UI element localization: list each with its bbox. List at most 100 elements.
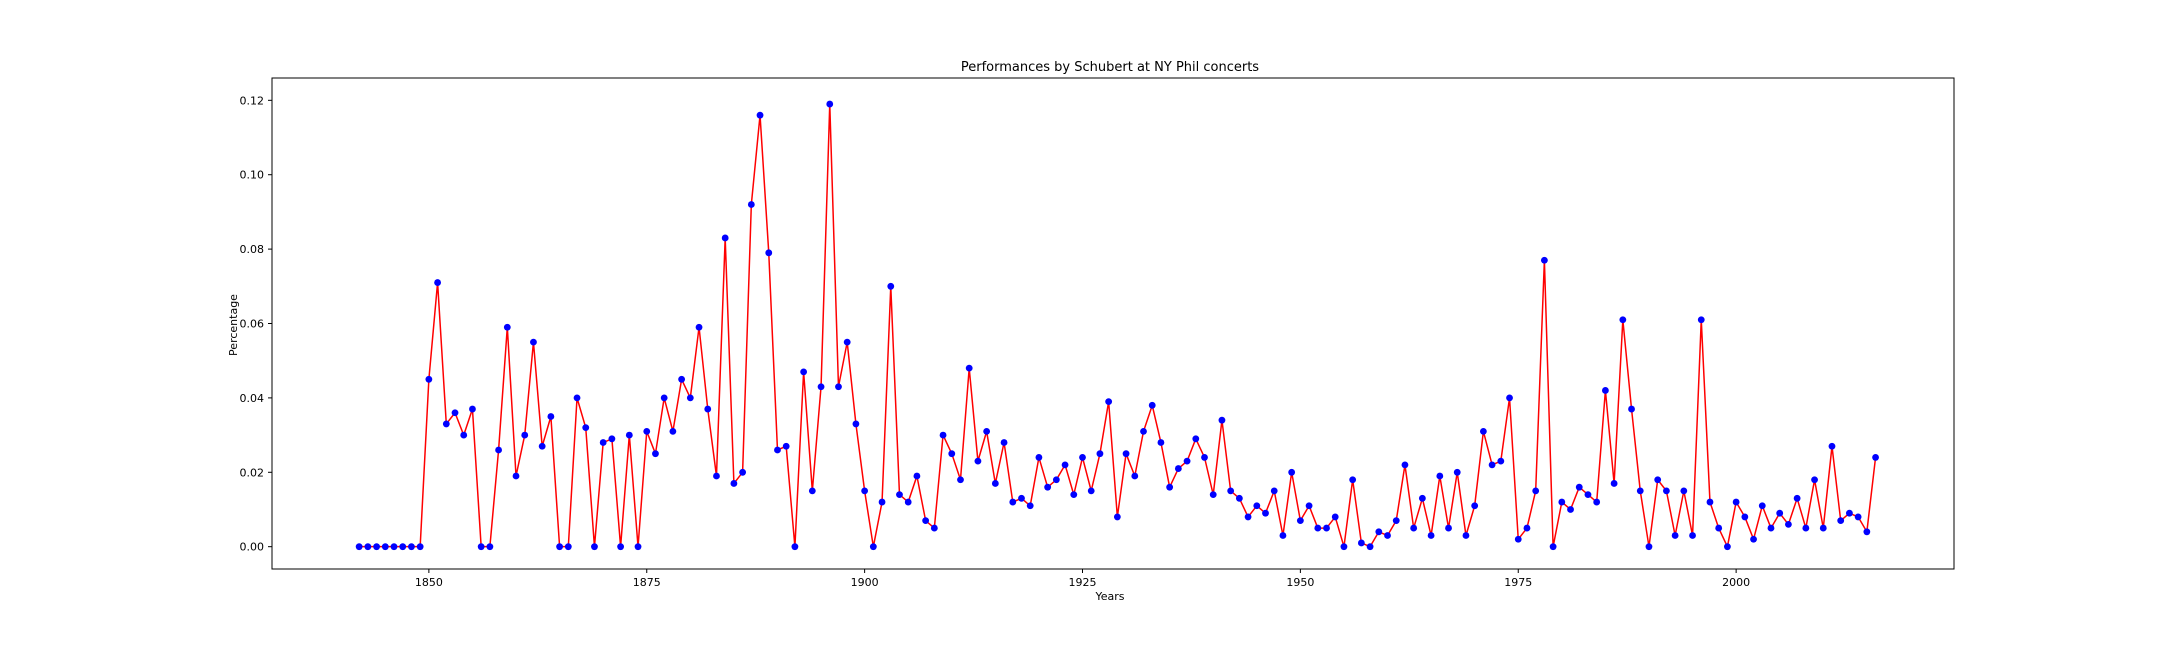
data-point <box>1227 487 1235 495</box>
y-tick-label: 0.08 <box>240 243 265 256</box>
data-point <box>617 543 624 551</box>
data-point <box>1610 480 1618 487</box>
data-point <box>1549 543 1557 551</box>
data-point <box>1689 532 1696 539</box>
data-point <box>643 427 651 435</box>
data-point <box>1793 494 1801 502</box>
data-point <box>1785 520 1792 528</box>
data-point <box>495 446 502 454</box>
data-point <box>1000 439 1008 446</box>
data-point <box>1497 457 1505 465</box>
data-point <box>1645 543 1653 551</box>
data-point <box>948 450 956 458</box>
data-point <box>678 375 686 383</box>
data-point <box>1366 543 1374 551</box>
data-point <box>1122 450 1130 458</box>
data-point <box>991 480 999 487</box>
data-point <box>373 543 380 551</box>
data-point <box>608 435 616 443</box>
data-point <box>1471 502 1479 510</box>
data-point <box>1567 506 1574 513</box>
data-point <box>1488 461 1496 469</box>
data-point <box>1837 517 1845 525</box>
data-point <box>1776 509 1784 517</box>
data-point <box>1113 513 1121 521</box>
data-point <box>1148 401 1156 409</box>
x-tick-label: 1975 <box>1504 576 1532 589</box>
data-point <box>721 234 729 242</box>
data-point <box>1079 454 1086 461</box>
data-point <box>625 431 633 439</box>
data-point <box>896 491 903 499</box>
data-point <box>774 446 781 454</box>
data-point <box>425 375 433 383</box>
data-point <box>521 431 529 439</box>
data-point <box>634 543 642 551</box>
data-point <box>965 364 973 372</box>
data-point <box>1157 439 1165 446</box>
data-point <box>1288 468 1296 476</box>
data-point <box>1105 398 1113 406</box>
data-point <box>1279 532 1287 539</box>
data-point <box>826 100 834 108</box>
data-point <box>1183 457 1191 465</box>
data-point <box>704 405 712 413</box>
data-point <box>1384 532 1391 539</box>
data-point <box>564 543 572 551</box>
data-point <box>381 543 389 551</box>
data-point <box>887 282 895 290</box>
data-point <box>1671 532 1679 539</box>
data-point <box>730 480 738 487</box>
data-point <box>983 427 991 435</box>
data-point <box>1558 498 1566 506</box>
data-point <box>652 450 659 458</box>
data-point <box>1715 524 1723 532</box>
data-point <box>1009 498 1017 506</box>
data-point <box>390 543 398 551</box>
data-point <box>861 487 869 495</box>
data-point <box>1654 476 1662 484</box>
axes-frame <box>271 77 1955 570</box>
data-point <box>1131 472 1139 480</box>
data-point <box>1532 487 1540 495</box>
data-point <box>739 468 747 476</box>
data-point <box>442 420 450 428</box>
data-point <box>1392 517 1400 525</box>
data-point <box>1636 487 1644 495</box>
data-point <box>800 368 808 376</box>
y-tick-label: 0.04 <box>240 392 265 405</box>
data-point <box>1418 494 1426 502</box>
data-point <box>686 394 694 402</box>
data-point <box>1340 543 1348 551</box>
data-point <box>1828 442 1836 450</box>
data-point <box>939 431 947 439</box>
data-point <box>1453 468 1461 476</box>
data-point <box>1401 461 1409 469</box>
data-point <box>503 323 511 331</box>
data-point <box>808 487 816 495</box>
data-point <box>1174 465 1182 472</box>
data-point <box>835 383 842 391</box>
x-tick-label: 2000 <box>1722 576 1750 589</box>
x-axis: 1850 1875 1900 1925 1950 1975 2000 <box>415 569 1750 589</box>
data-point <box>416 543 424 551</box>
data-point <box>1540 256 1548 264</box>
data-point <box>1262 509 1269 517</box>
data-point <box>1357 539 1365 547</box>
data-point <box>930 524 938 532</box>
data-point <box>852 420 860 428</box>
data-point <box>538 442 546 450</box>
data-point <box>1706 498 1714 506</box>
chart-title: Performances by Schubert at NY Phil conc… <box>961 60 1259 75</box>
x-tick-label: 1875 <box>633 576 661 589</box>
data-point <box>843 338 851 346</box>
data-point <box>782 442 790 450</box>
x-axis-label: Years <box>1094 590 1124 603</box>
data-point <box>1767 524 1775 532</box>
data-point <box>904 498 912 506</box>
x-tick-label: 1950 <box>1286 576 1314 589</box>
data-point <box>1410 524 1418 532</box>
data-point <box>817 383 825 391</box>
